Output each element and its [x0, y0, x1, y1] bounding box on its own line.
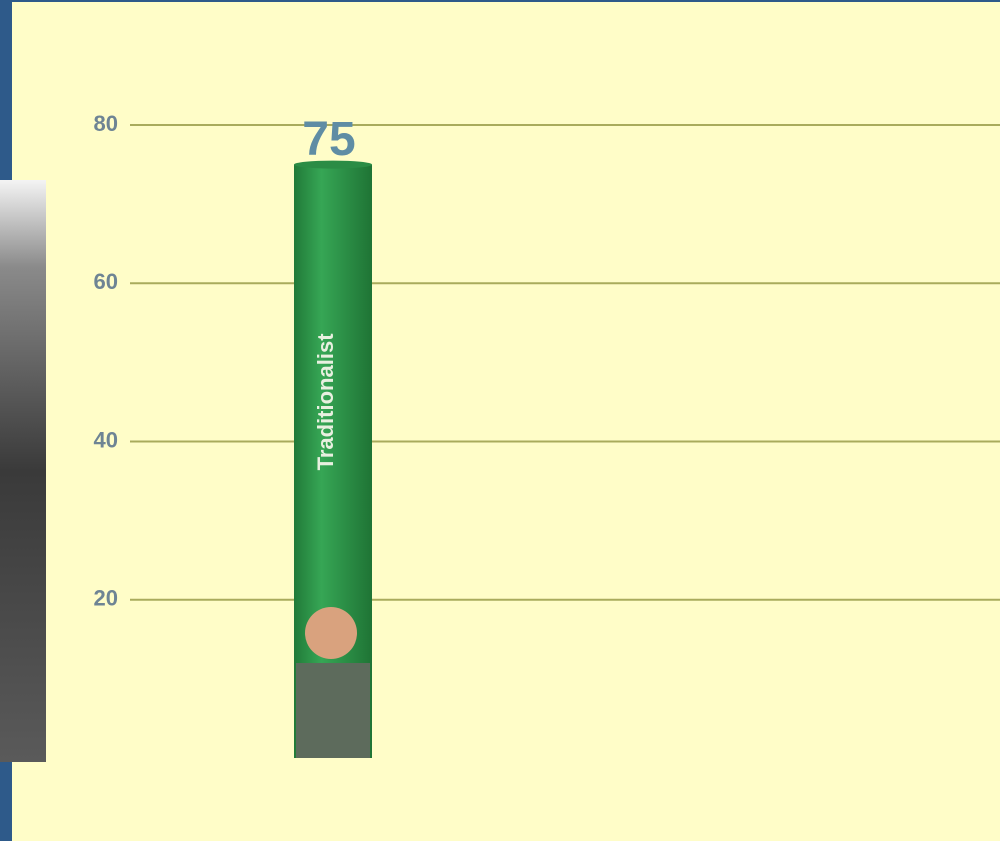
bar-cap	[294, 160, 372, 169]
y-tick-label: 40	[94, 427, 118, 452]
plot-background	[12, 2, 1000, 841]
portrait-body	[296, 663, 370, 758]
portrait-head	[305, 607, 357, 659]
y-tick-label: 80	[94, 111, 118, 136]
chart-layer: 20 40 60 80 75 Traditionalist	[94, 111, 1000, 758]
category-label: Traditionalist	[313, 333, 338, 471]
value-label: 75	[302, 113, 355, 166]
y-tick-label: 60	[94, 269, 118, 294]
y-tick-label: 20	[94, 586, 118, 611]
crowd-photo	[0, 180, 46, 762]
bar	[294, 164, 372, 758]
